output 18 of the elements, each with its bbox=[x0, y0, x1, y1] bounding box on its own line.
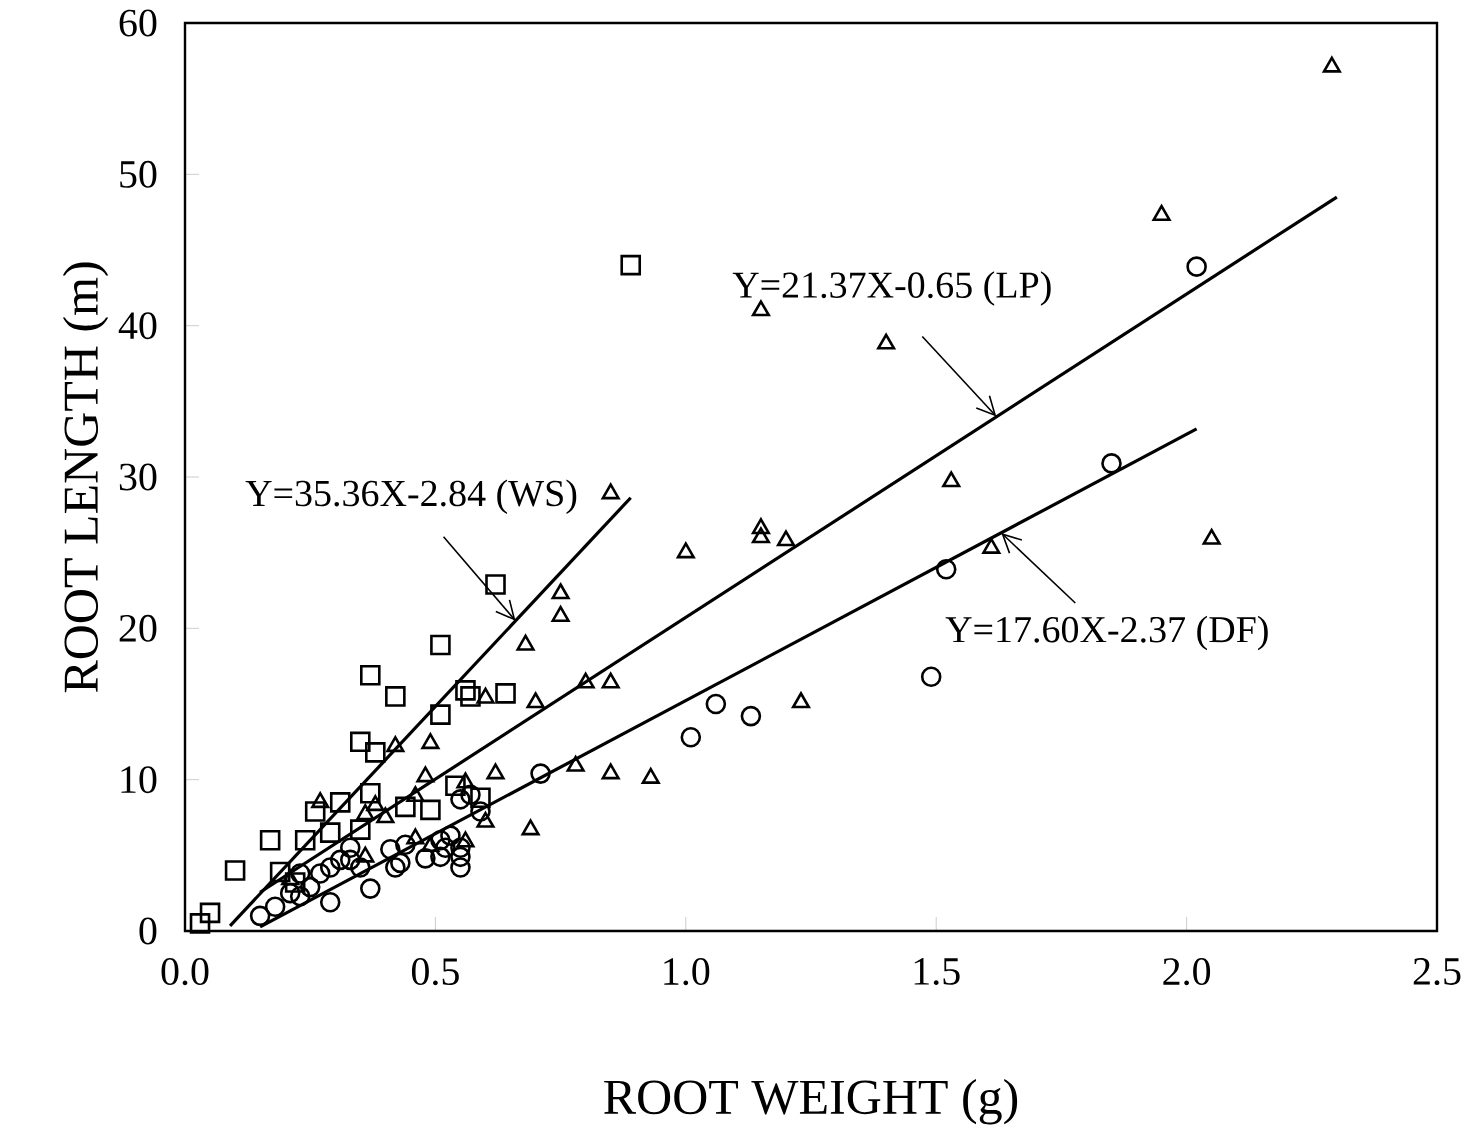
annotation: Y=21.37X-0.65 (LP) bbox=[732, 271, 1051, 306]
annotation: Y=35.36X-2.84 (WS) bbox=[245, 479, 577, 514]
x-tick-label: 0.0 bbox=[161, 958, 209, 986]
x-tick-label: 2.5 bbox=[1413, 958, 1461, 986]
x-tick-label: 1.0 bbox=[664, 958, 710, 986]
y-tick-label: 30 bbox=[119, 463, 157, 491]
y-tick-label: 10 bbox=[121, 766, 157, 794]
y-tick-label: 50 bbox=[120, 160, 157, 188]
annotation: Y=17.60X-2.37 (DF) bbox=[945, 615, 1268, 651]
y-tick-label: 0 bbox=[139, 917, 157, 945]
x-tick-label: 1.5 bbox=[914, 958, 960, 986]
x-tick-label: 2.0 bbox=[1163, 958, 1211, 986]
y-tick-label: 20 bbox=[119, 614, 157, 642]
y-tick-label: 40 bbox=[118, 312, 157, 340]
y-axis-title: ROOT LENGTH (m) bbox=[62, 262, 109, 693]
x-axis-title: ROOT WEIGHT (g) bbox=[604, 1078, 1018, 1125]
x-tick-label: 0.5 bbox=[411, 958, 459, 986]
y-tick-label: 60 bbox=[119, 9, 157, 37]
